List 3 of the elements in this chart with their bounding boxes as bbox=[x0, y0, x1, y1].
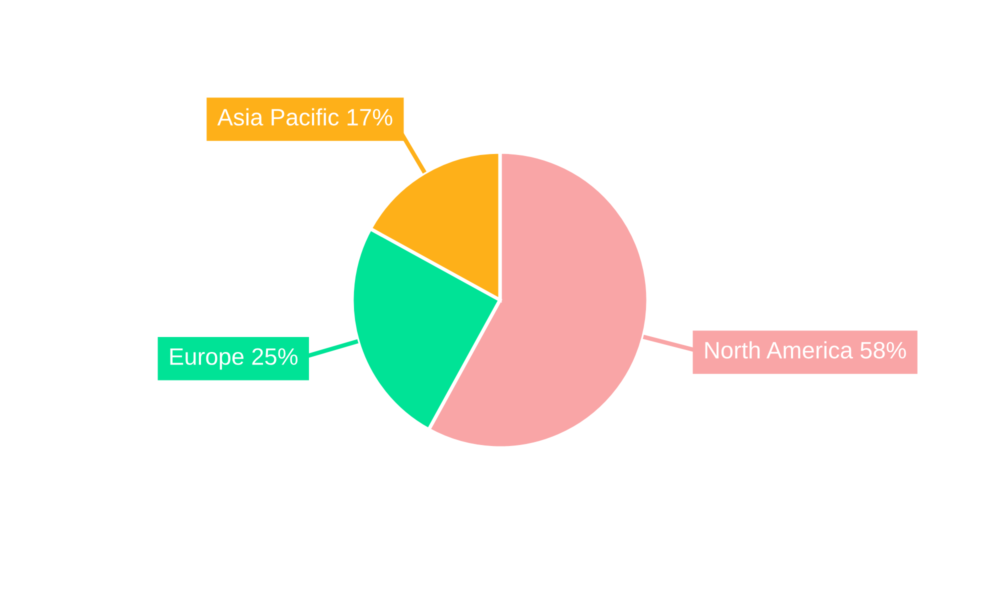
slice-label: Asia Pacific 17% bbox=[217, 108, 392, 126]
slice-label: Europe 25% bbox=[170, 348, 298, 370]
slice-label: North America 58% bbox=[705, 341, 906, 359]
